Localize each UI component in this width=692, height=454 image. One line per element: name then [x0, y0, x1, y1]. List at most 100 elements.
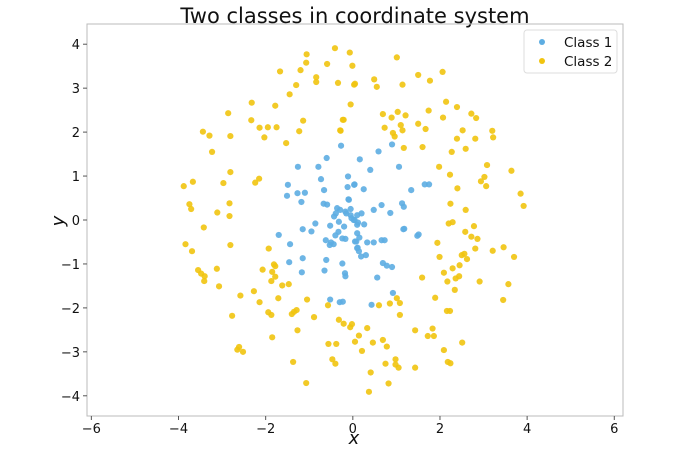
- point-class-2: [459, 127, 466, 134]
- point-class-2: [364, 325, 371, 332]
- point-class-2: [459, 339, 466, 346]
- point-class-2: [447, 360, 454, 367]
- x-tick-label: 0: [349, 422, 357, 437]
- point-class-2: [225, 110, 232, 117]
- point-class-2: [324, 302, 332, 309]
- point-class-2: [444, 278, 451, 285]
- point-class-2: [425, 107, 432, 114]
- point-class-2: [248, 117, 255, 124]
- point-class-2: [440, 346, 447, 354]
- point-class-1: [351, 181, 358, 188]
- point-class-2: [396, 299, 403, 307]
- point-class-1: [330, 213, 338, 220]
- point-class-2: [200, 224, 207, 231]
- point-class-2: [371, 76, 378, 83]
- point-class-2: [250, 288, 258, 295]
- point-class-1: [388, 141, 396, 148]
- point-class-2: [365, 388, 373, 395]
- point-class-2: [369, 339, 376, 346]
- y-tick-label: 4: [72, 38, 80, 53]
- point-class-2: [285, 281, 292, 288]
- point-class-1: [337, 206, 344, 213]
- point-class-2: [462, 145, 469, 152]
- point-class-1: [356, 234, 363, 241]
- point-class-2: [508, 167, 515, 174]
- point-class-2: [215, 283, 223, 290]
- point-class-2: [294, 327, 301, 334]
- point-class-2: [430, 332, 437, 340]
- point-class-1: [308, 228, 315, 235]
- point-class-2: [461, 250, 468, 257]
- point-class-2: [367, 369, 374, 376]
- legend-box: [523, 29, 618, 74]
- point-class-2: [261, 134, 268, 141]
- point-class-2: [283, 139, 290, 147]
- point-class-1: [335, 218, 342, 225]
- point-class-2: [520, 202, 527, 210]
- point-class-2: [334, 79, 342, 86]
- point-class-2: [303, 59, 310, 66]
- point-class-1: [341, 223, 348, 230]
- point-class-2: [470, 223, 478, 230]
- x-tick-label: −4: [169, 422, 188, 437]
- point-class-2: [424, 332, 431, 340]
- point-class-1: [378, 201, 385, 209]
- point-class-1: [400, 226, 407, 233]
- point-class-2: [297, 67, 304, 74]
- point-class-1: [421, 181, 428, 188]
- point-class-2: [472, 135, 479, 142]
- point-class-2: [402, 112, 409, 119]
- point-class-1: [327, 222, 334, 229]
- point-class-2: [201, 277, 208, 285]
- point-class-2: [381, 124, 388, 131]
- point-class-2: [237, 292, 244, 299]
- x-axis-label: x: [348, 428, 360, 449]
- point-class-2: [213, 265, 220, 272]
- point-class-2: [500, 296, 507, 304]
- point-class-2: [313, 78, 320, 86]
- legend-marker-class-1: [539, 39, 545, 45]
- point-class-2: [275, 295, 282, 302]
- point-class-1: [425, 181, 433, 188]
- point-class-1: [381, 237, 388, 244]
- point-class-2: [208, 148, 216, 155]
- point-class-2: [201, 273, 208, 280]
- point-class-2: [268, 277, 275, 285]
- point-class-2: [453, 103, 461, 111]
- point-class-2: [272, 102, 279, 109]
- point-class-1: [275, 231, 282, 239]
- point-class-2: [422, 125, 429, 133]
- point-class-1: [395, 163, 403, 170]
- point-class-2: [290, 358, 297, 366]
- point-class-2: [189, 178, 196, 185]
- point-class-2: [394, 108, 401, 115]
- point-class-1: [315, 163, 322, 170]
- y-tick-label: −4: [61, 390, 80, 405]
- y-axis-label: y: [48, 215, 69, 227]
- point-class-1: [367, 166, 374, 174]
- point-class-2: [434, 239, 441, 246]
- point-class-1: [337, 142, 345, 149]
- point-class-1: [408, 187, 415, 194]
- point-class-1: [356, 156, 363, 163]
- point-class-2: [432, 294, 439, 301]
- point-class-2: [256, 299, 263, 306]
- point-class-2: [483, 183, 490, 190]
- x-tick-label: 6: [610, 422, 618, 437]
- point-class-1: [286, 259, 293, 266]
- point-class-2: [333, 340, 340, 348]
- point-class-2: [229, 312, 236, 319]
- point-class-2: [446, 307, 454, 315]
- point-class-2: [188, 248, 196, 255]
- point-class-2: [264, 124, 271, 131]
- point-class-2: [426, 77, 434, 84]
- point-class-2: [462, 206, 469, 213]
- point-class-2: [446, 171, 454, 178]
- point-class-2: [252, 179, 259, 186]
- legend-marker-class-2: [539, 58, 545, 64]
- point-class-2: [272, 273, 279, 280]
- point-class-2: [214, 209, 221, 216]
- point-class-2: [388, 114, 395, 121]
- point-class-2: [256, 175, 263, 182]
- point-class-2: [226, 212, 233, 220]
